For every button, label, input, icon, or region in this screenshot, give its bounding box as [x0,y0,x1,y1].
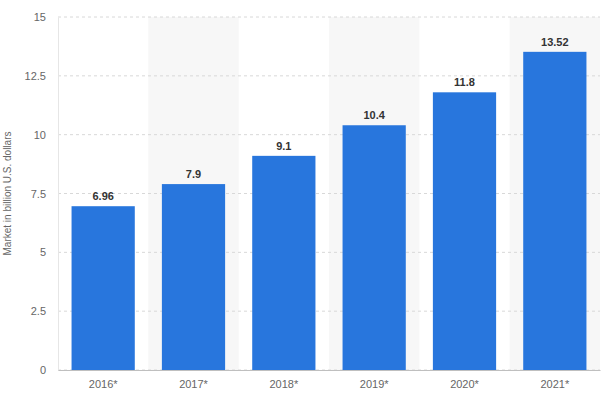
x-tick-label: 2016* [89,378,118,390]
bar [433,92,496,370]
y-tick: 0 [40,364,58,376]
x-tick: 2019* [360,370,389,390]
data-labels: 6.96 7.9 9.1 10.4 11.8 13.52 [92,36,568,202]
band-shade [148,17,238,370]
band-shade [329,17,419,370]
bar [252,156,315,370]
data-label: 9.1 [276,140,291,152]
grid-line [58,311,600,312]
y-tick: 5 [40,246,58,258]
data-label: 7.9 [186,168,201,180]
grid [58,17,600,370]
x-tick-label: 2019* [360,378,389,390]
y-tick-label: 15 [34,11,46,23]
bars [72,52,587,370]
data-label: 11.8 [454,76,475,88]
grid-line [58,370,600,371]
grid-line [58,17,600,18]
grid-line [58,75,600,76]
x-tick-label: 2017* [179,378,208,390]
y-tick-label: 2.5 [31,305,46,317]
x-tick-label: 2018* [269,378,298,390]
band-shade [510,17,600,370]
bar [72,206,135,370]
x-axis-line [59,370,601,371]
bar [162,184,225,370]
x-tick: 2020* [450,370,479,390]
y-tick: 15 [34,11,58,23]
y-axis-title: Market in billion U.S. dollars [2,132,13,256]
x-tick-label: 2021* [540,378,569,390]
x-tick: 2018* [269,370,298,390]
grid-line [58,193,600,194]
x-axis: 2016* 2017* 2018* 2019* 2020* 2021* [59,370,601,390]
grid-line [58,252,600,253]
data-label: 6.96 [92,190,113,202]
x-tick: 2017* [179,370,208,390]
y-tick: 2.5 [31,305,58,317]
bar [523,52,586,370]
x-tick: 2016* [89,370,118,390]
y-tick-label: 10 [34,129,46,141]
y-axis: 0 2.5 5 7.5 10 12.5 15 [25,11,59,376]
grid-line [58,134,600,135]
plot: 6.96 7.9 9.1 10.4 11.8 13.52 0 2.5 5 7.5 10 12.5 15 2… [25,11,601,390]
y-tick-label: 7.5 [31,188,46,200]
y-tick: 10 [34,129,58,141]
band-shading [148,17,600,370]
y-tick-label: 0 [40,364,46,376]
data-label: 10.4 [363,109,385,121]
y-tick: 12.5 [25,70,58,82]
y-tick: 7.5 [31,188,58,200]
y-tick-label: 12.5 [25,70,46,82]
y-tick-label: 5 [40,246,46,258]
chart: 6.96 7.9 9.1 10.4 11.8 13.52 0 2.5 5 7.5 10 12.5 15 2… [0,0,607,402]
y-axis-line [58,18,59,371]
bar [343,125,406,370]
x-tick: 2021* [540,370,569,390]
x-tick-label: 2020* [450,378,479,390]
data-label: 13.52 [541,36,569,48]
